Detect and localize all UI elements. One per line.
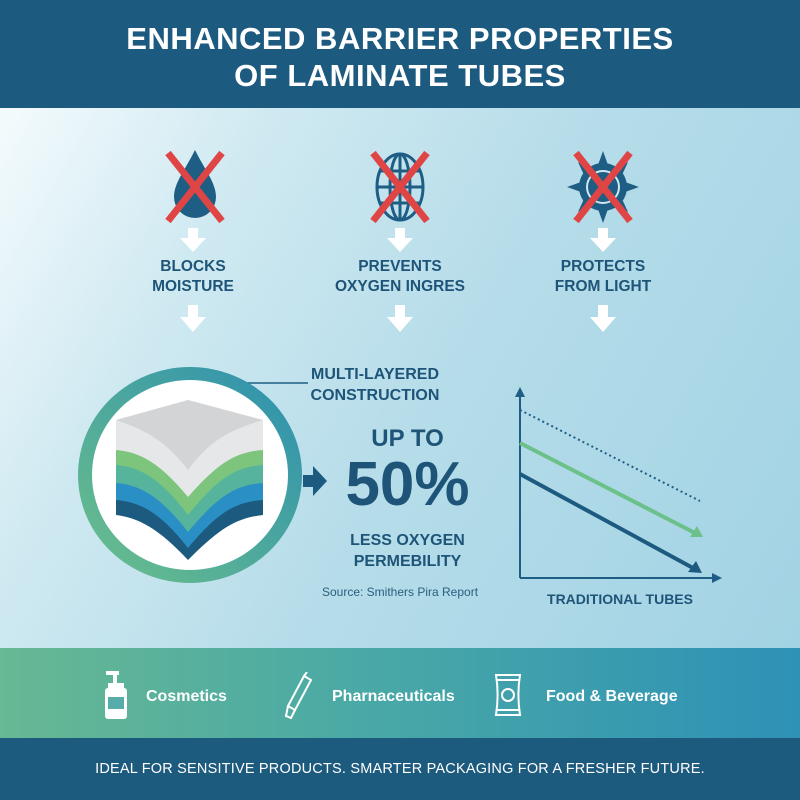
feature-moisture: BLOCKS MOISTURE (93, 257, 293, 297)
feature-label: FROM LIGHT (554, 278, 652, 295)
category-food-beverage: Food & Beverage (546, 688, 678, 705)
title-line-2: OF LAMINATE TUBES (234, 58, 566, 93)
category-cosmetics: Cosmetics (146, 688, 227, 705)
multi-layer-diagram (78, 367, 327, 583)
comparison-graph (515, 387, 722, 583)
feature-label: PROTECTS (560, 258, 646, 275)
footer-tagline: IDEAL FOR SENSITIVE PRODUCTS. SMARTER PA… (0, 738, 800, 800)
construction-label-line: CONSTRUCTION (310, 387, 440, 404)
food-pouch-icon (494, 674, 522, 716)
title-line-1: ENHANCED BARRIER PROPERTIES (126, 21, 674, 56)
feature-light: PROTECTS FROM LIGHT (503, 257, 703, 297)
category-pharmaceuticals: Pharnaceuticals (332, 688, 455, 705)
feature-label: OXYGEN INGRES (334, 278, 466, 295)
stat-prefix: UP TO (371, 425, 444, 452)
feature-label: PREVENTS (358, 258, 442, 275)
feature-oxygen: PREVENTS OXYGEN INGRES (300, 257, 500, 297)
arrow-right-icon (303, 466, 327, 496)
feature-label: BLOCKS (160, 258, 226, 275)
application-band (0, 648, 800, 738)
pump-bottle-icon (105, 671, 127, 719)
stat-value: 50% (345, 450, 470, 519)
globe-crossed-icon (370, 150, 430, 224)
feature-label: MOISTURE (152, 278, 234, 295)
source-note: Source: Smithers Pira Report (321, 585, 479, 599)
sun-crossed-icon (567, 150, 639, 224)
stat-line: LESS OXYGEN (350, 532, 465, 549)
construction-label: MULTI-LAYERED CONSTRUCTION (300, 364, 450, 406)
navy-trend-line (519, 472, 694, 570)
tube-icon (284, 672, 313, 720)
x-axis-label: TRADITIONAL TUBES (547, 591, 693, 607)
stat-description: LESS OXYGEN PERMEBILITY (320, 530, 495, 572)
dotted-trend-line (519, 409, 701, 502)
construction-label-line: MULTI-LAYERED (311, 366, 439, 383)
green-trend-line (519, 441, 696, 535)
water-drop-crossed-icon (165, 150, 225, 224)
stat-line: PERMEBILITY (353, 553, 462, 570)
header: ENHANCED BARRIER PROPERTIES OF LAMINATE … (0, 0, 800, 108)
